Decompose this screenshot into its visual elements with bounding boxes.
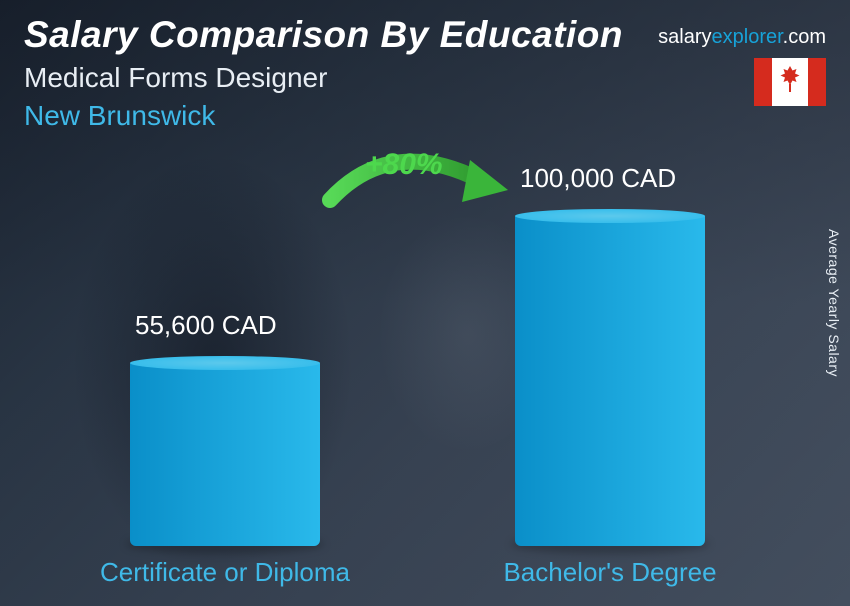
bar-chart: +80% 55,600 CAD Certificate or Diploma 100… xyxy=(0,140,850,606)
bar-top xyxy=(515,209,705,223)
bar-top xyxy=(130,356,320,370)
bar-value-label: 100,000 CAD xyxy=(520,163,676,194)
page-subtitle: Medical Forms Designer xyxy=(24,62,327,94)
region-label: New Brunswick xyxy=(24,100,215,132)
bar-category-label: Bachelor's Degree xyxy=(470,557,750,588)
bar-body xyxy=(515,216,705,546)
bar xyxy=(515,216,705,546)
page-title: Salary Comparison By Education xyxy=(24,14,623,56)
brand-label: salaryexplorer.com xyxy=(658,26,826,49)
canada-flag-icon xyxy=(754,58,826,106)
bar-category-label: Certificate or Diploma xyxy=(85,557,365,588)
bar-value-label: 55,600 CAD xyxy=(135,310,277,341)
bar-body xyxy=(130,363,320,546)
brand-part3: .com xyxy=(783,26,826,48)
brand-part1: salary xyxy=(658,26,711,48)
bar xyxy=(130,363,320,546)
increase-pct-label: +80% xyxy=(365,148,443,182)
brand-part2: explorer xyxy=(712,26,783,48)
